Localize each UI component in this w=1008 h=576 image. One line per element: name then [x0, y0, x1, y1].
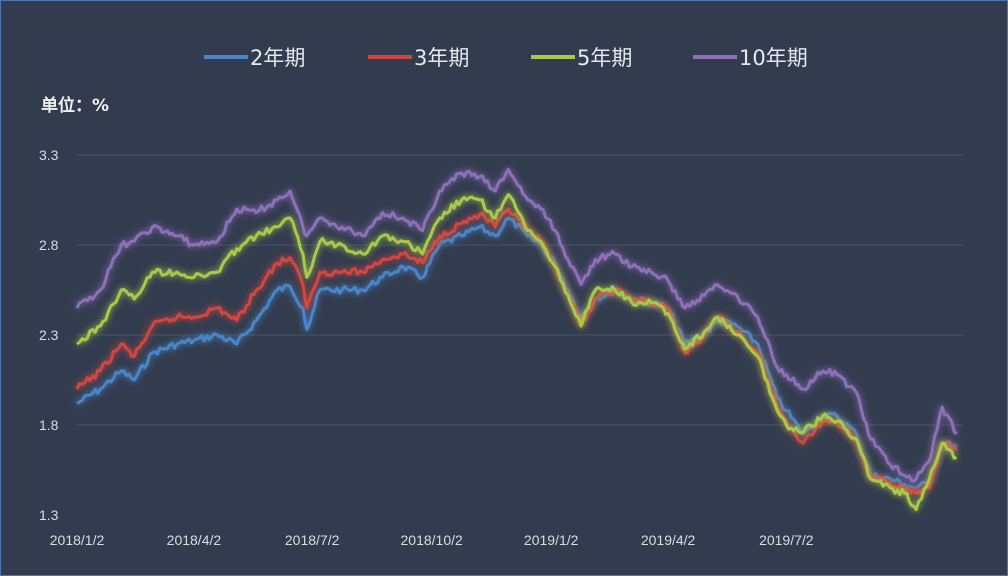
legend-label: 2年期	[250, 46, 305, 70]
unit-label: 单位：%	[41, 95, 109, 116]
series-line	[75, 167, 958, 483]
x-tick-label: 2019/7/2	[759, 532, 814, 548]
x-tick-label: 2018/1/2	[50, 532, 105, 548]
y-tick-label: 1.3	[39, 507, 59, 523]
y-tick-label: 3.3	[39, 147, 59, 163]
series-lines	[75, 167, 958, 512]
y-tick-label: 2.8	[39, 237, 59, 253]
x-tick-label: 2018/4/2	[167, 532, 222, 548]
legend-label: 5年期	[577, 46, 632, 70]
gridlines	[77, 154, 963, 426]
x-tick-label: 2019/4/2	[641, 532, 696, 548]
x-tick-label: 2018/10/2	[401, 532, 463, 548]
x-axis-ticks: 2018/1/2 2018/4/2 2018/7/2 2018/10/2 2019/1/…	[50, 532, 814, 548]
series-line	[76, 216, 958, 490]
y-tick-label: 2.3	[39, 327, 59, 343]
y-tick-label: 1.8	[39, 417, 59, 433]
series-line	[76, 193, 957, 512]
legend-label: 3年期	[414, 46, 469, 70]
x-tick-label: 2019/1/2	[524, 532, 579, 548]
x-tick-label: 2018/7/2	[285, 532, 340, 548]
legend-label: 10年期	[739, 46, 808, 70]
legend: 2年期 3年期 5年期 10年期	[204, 46, 808, 70]
series-line	[75, 207, 958, 496]
y-axis-ticks: 1.3 1.8 2.3 2.8 3.3	[39, 147, 59, 523]
